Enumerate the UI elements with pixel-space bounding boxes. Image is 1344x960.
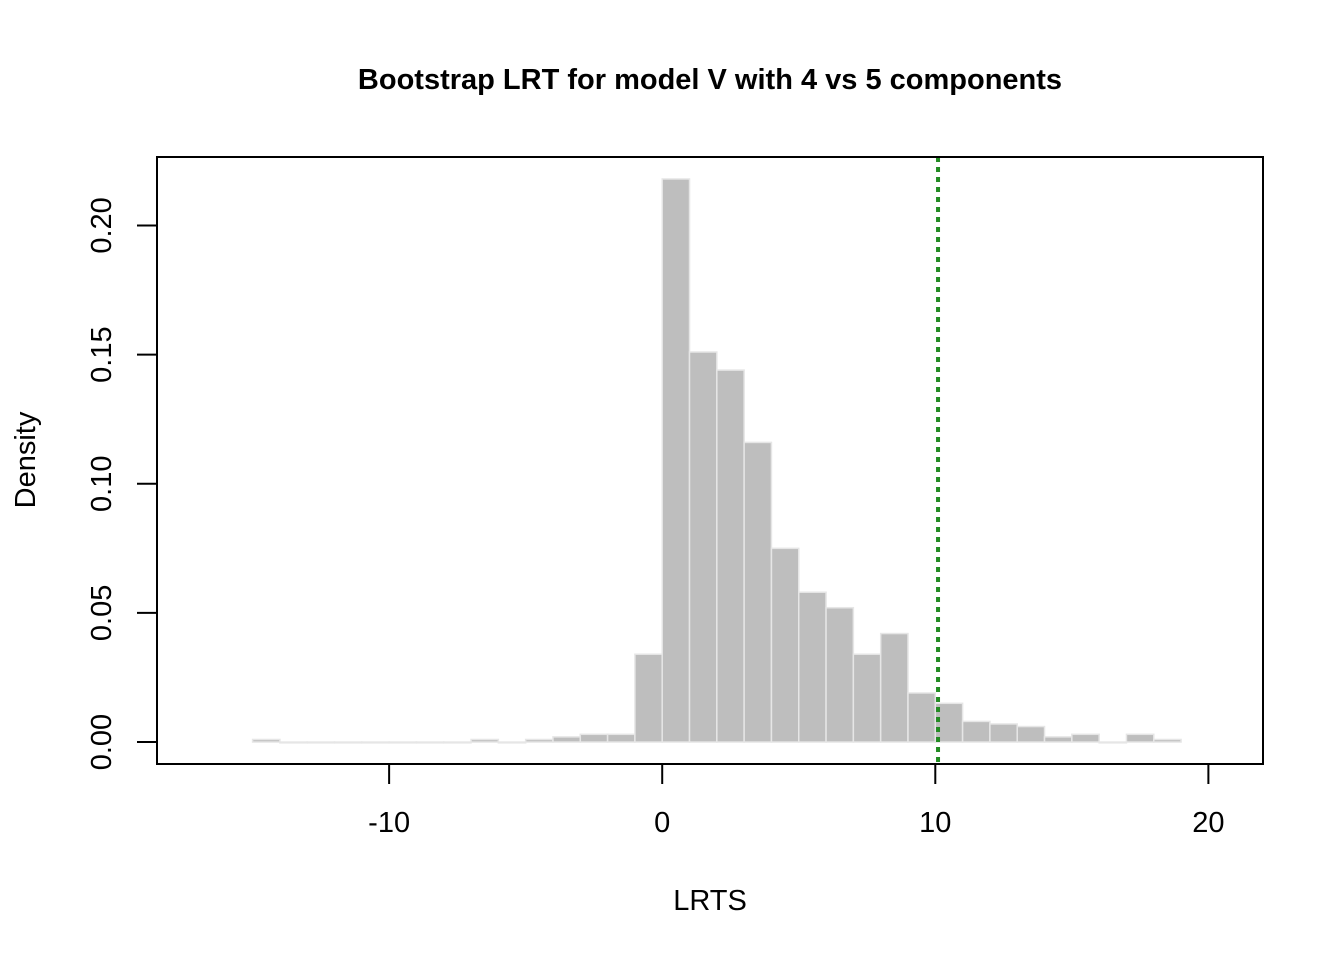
histogram-bar: [524, 738, 554, 743]
histogram-bar: [716, 369, 745, 743]
histogram-bar: [361, 741, 390, 744]
y-axis: 0.00 0.05 0.10 0.15 0.20: [86, 197, 158, 770]
histogram-bar: [552, 736, 582, 743]
x-axis-label: LRTS: [673, 885, 747, 917]
histogram-bar: [1043, 736, 1073, 743]
histogram-bar: [442, 741, 472, 744]
histogram-bar: [688, 351, 718, 743]
histogram-bar: [743, 441, 773, 743]
histogram-bar: [661, 178, 691, 743]
histogram-bar: [279, 741, 308, 744]
chart-title: Bootstrap LRT for model V with 4 vs 5 co…: [358, 64, 1062, 96]
histogram-bars: [251, 178, 1182, 744]
histogram-bar: [961, 720, 991, 743]
histogram-bar: [388, 741, 418, 744]
x-tick-label: 0: [654, 807, 670, 839]
histogram-bar: [497, 741, 527, 744]
histogram-bar: [879, 632, 909, 743]
histogram-bar: [470, 738, 500, 743]
x-tick-label: -10: [368, 807, 410, 839]
histogram-bar: [634, 653, 663, 743]
x-axis: -10 0 10 20: [368, 763, 1225, 839]
histogram-bar: [1016, 725, 1046, 743]
histogram-bar: [989, 723, 1018, 743]
histogram-bar: [1153, 738, 1182, 743]
y-tick-label: 0.05: [86, 585, 118, 641]
y-axis-label: Density: [10, 411, 42, 508]
histogram-bar: [251, 738, 281, 743]
histogram-bar: [1125, 733, 1155, 743]
x-tick-label: 10: [919, 807, 951, 839]
histogram-bar: [907, 692, 937, 743]
histogram-bar: [770, 547, 800, 743]
histogram-bar: [306, 741, 336, 744]
histogram-bar: [1071, 733, 1100, 743]
y-tick-label: 0.00: [86, 714, 118, 770]
histogram-bar: [798, 591, 827, 743]
histogram-bar: [852, 653, 882, 743]
histogram-bar: [1098, 741, 1128, 744]
y-tick-label: 0.20: [86, 197, 118, 253]
histogram-bar: [825, 606, 855, 743]
histogram-bar: [606, 733, 636, 743]
histogram-bar: [415, 741, 445, 744]
histogram-bar: [579, 733, 609, 743]
x-tick-label: 20: [1192, 807, 1224, 839]
y-tick-label: 0.10: [86, 456, 118, 512]
y-tick-label: 0.15: [86, 326, 118, 382]
histogram-bar: [333, 741, 363, 744]
